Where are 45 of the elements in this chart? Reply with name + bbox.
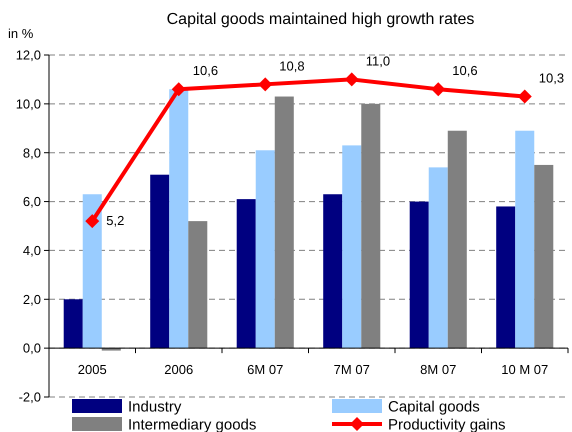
- bar: [236, 199, 256, 348]
- point: [258, 77, 272, 92]
- x-tick-label: 8M 07: [420, 362, 456, 378]
- x-tick-label: 7M 07: [334, 362, 370, 378]
- x-tick-label: 2005: [78, 362, 107, 378]
- bar: [323, 194, 342, 348]
- bar: [428, 167, 448, 348]
- point: [85, 214, 100, 228]
- y-tick-label: -2,0: [18, 390, 41, 405]
- bar: [82, 194, 102, 348]
- point: [172, 82, 186, 96]
- y-tick-label: 8,0: [22, 145, 41, 160]
- data-label: 10,6: [192, 63, 218, 78]
- x-tick-label: 2006: [164, 362, 194, 378]
- bar: [410, 202, 429, 348]
- y-tick-label: 2,0: [22, 292, 41, 307]
- x-tick-label: 6M 07: [247, 362, 284, 378]
- data-label: 10,6: [452, 63, 478, 78]
- data-label: 10,8: [279, 58, 305, 74]
- y-tick-label: 10,0: [16, 96, 41, 112]
- point: [518, 90, 532, 104]
- y-tick-label: 12,0: [16, 48, 41, 63]
- data-label: 10,3: [538, 70, 564, 86]
- bar: [448, 130, 467, 348]
- bar: [256, 150, 275, 348]
- legend-label: Capital goods: [388, 398, 480, 416]
- legend-label: Intermediary goods: [128, 416, 256, 432]
- data-label: 5,2: [106, 213, 124, 228]
- legend-label: Industry: [128, 398, 182, 416]
- point: [344, 72, 359, 86]
- x-tick-label: 10 M 07: [501, 362, 548, 378]
- bar: [169, 89, 188, 348]
- legend-label: Productivity gains: [388, 416, 506, 432]
- bar: [342, 145, 362, 348]
- y-tick-label: 0,0: [22, 340, 41, 356]
- bar: [150, 174, 170, 348]
- y-tick-label: 4,0: [22, 242, 41, 258]
- bar: [496, 206, 516, 348]
- bar: [64, 299, 83, 348]
- chart-title: Capital goods maintained high growth rates: [166, 11, 474, 28]
- y-axis-title: in %: [8, 26, 34, 41]
- bar: [515, 130, 534, 348]
- data-label: 11,0: [366, 53, 390, 68]
- point: [431, 82, 446, 96]
- y-tick-label: 6,0: [22, 194, 41, 210]
